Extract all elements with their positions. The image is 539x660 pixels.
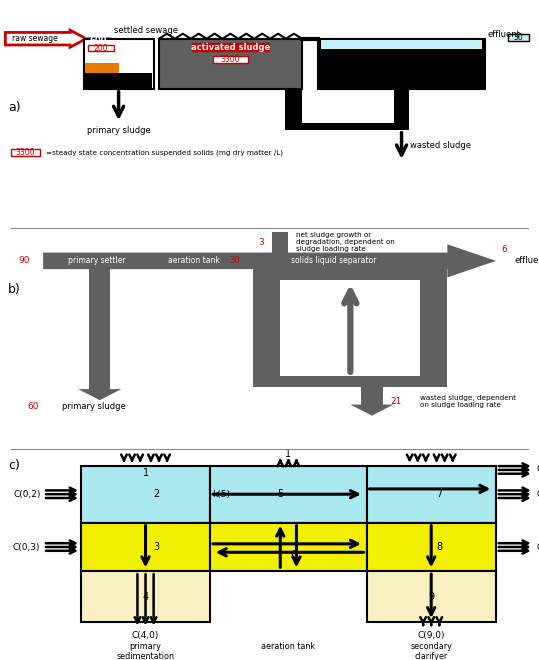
Text: 6: 6 bbox=[501, 246, 507, 254]
Bar bbox=[294, 123, 409, 130]
Text: 2: 2 bbox=[154, 489, 160, 499]
Bar bbox=[85, 38, 111, 44]
Bar bbox=[81, 572, 210, 622]
Bar bbox=[508, 34, 529, 40]
Text: C(7,0): C(7,0) bbox=[536, 490, 539, 499]
Bar bbox=[81, 523, 210, 572]
Bar bbox=[85, 73, 152, 88]
Polygon shape bbox=[350, 405, 393, 416]
Text: 200: 200 bbox=[94, 44, 108, 53]
Text: aeration tank: aeration tank bbox=[168, 256, 220, 265]
Text: secondary
clarifyer: secondary clarifyer bbox=[410, 642, 452, 660]
Text: C(0,3): C(0,3) bbox=[13, 543, 40, 552]
Text: primary settler: primary settler bbox=[68, 256, 126, 265]
Bar bbox=[81, 466, 210, 523]
Text: 90: 90 bbox=[18, 256, 30, 265]
Text: 6: 6 bbox=[291, 550, 297, 560]
Bar bbox=[213, 57, 248, 63]
Text: 3: 3 bbox=[258, 238, 264, 247]
Text: aeration tank: aeration tank bbox=[261, 642, 315, 651]
FancyArrow shape bbox=[5, 30, 86, 48]
Bar bbox=[394, 89, 409, 130]
Text: activated sludge: activated sludge bbox=[191, 43, 270, 52]
Text: primary
sedimentation: primary sedimentation bbox=[116, 642, 175, 660]
Text: wasted sludge, dependent
on sludge loading rate: wasted sludge, dependent on sludge loadi… bbox=[420, 395, 516, 408]
Bar bbox=[210, 466, 367, 523]
Text: effluent: effluent bbox=[488, 30, 521, 39]
Text: 21: 21 bbox=[391, 397, 402, 406]
Text: a): a) bbox=[8, 100, 20, 114]
Text: k(5): k(5) bbox=[212, 490, 230, 499]
Text: C(8,0): C(8,0) bbox=[536, 543, 539, 552]
Text: primary sludge: primary sludge bbox=[87, 126, 150, 135]
Text: C(1,0): C(1,0) bbox=[536, 465, 539, 475]
Polygon shape bbox=[43, 244, 496, 277]
Text: 9: 9 bbox=[428, 591, 434, 602]
Text: 3: 3 bbox=[154, 542, 160, 552]
Text: 8: 8 bbox=[437, 542, 443, 552]
Text: 30: 30 bbox=[514, 33, 523, 42]
Bar bbox=[84, 39, 154, 89]
Text: 1: 1 bbox=[142, 468, 149, 478]
Bar bbox=[192, 44, 270, 51]
Bar bbox=[367, 572, 496, 622]
Text: 3300: 3300 bbox=[220, 55, 240, 65]
Text: 3300: 3300 bbox=[16, 148, 36, 157]
Polygon shape bbox=[78, 389, 121, 400]
Bar bbox=[318, 39, 485, 89]
Text: 30: 30 bbox=[229, 256, 240, 265]
Bar bbox=[85, 63, 119, 88]
Text: 7: 7 bbox=[437, 489, 443, 499]
Text: primary sludge: primary sludge bbox=[62, 403, 126, 411]
Text: effluent: effluent bbox=[515, 256, 539, 265]
Text: 600: 600 bbox=[89, 36, 107, 45]
Bar bbox=[253, 269, 447, 387]
Bar bbox=[280, 280, 420, 376]
Bar bbox=[11, 148, 40, 156]
Bar bbox=[89, 269, 110, 390]
Bar bbox=[88, 45, 114, 51]
Text: 5: 5 bbox=[277, 489, 283, 499]
Bar bbox=[285, 89, 302, 130]
Bar bbox=[367, 466, 496, 523]
Text: wasted sludge: wasted sludge bbox=[410, 141, 471, 150]
Text: raw sewage: raw sewage bbox=[12, 34, 58, 43]
Text: solids liquid separator: solids liquid separator bbox=[292, 256, 377, 265]
Text: net sludge growth or
degradation, dependent on
sludge loading rate: net sludge growth or degradation, depend… bbox=[296, 232, 395, 252]
Text: 1: 1 bbox=[285, 449, 292, 459]
Text: C(0,2): C(0,2) bbox=[13, 490, 40, 499]
Text: settled sewage: settled sewage bbox=[114, 26, 177, 35]
Bar bbox=[159, 39, 302, 89]
Text: 60: 60 bbox=[27, 403, 38, 411]
Bar bbox=[210, 523, 367, 572]
Text: C(4,0): C(4,0) bbox=[132, 632, 159, 640]
Text: c): c) bbox=[8, 459, 20, 473]
Text: =steady state concentration suspended solids (mg dry matter /L): =steady state concentration suspended so… bbox=[46, 149, 283, 156]
Bar bbox=[321, 40, 482, 49]
Text: 4: 4 bbox=[142, 591, 149, 602]
Bar bbox=[367, 523, 496, 572]
Bar bbox=[361, 387, 383, 406]
Bar bbox=[272, 232, 288, 253]
Text: b): b) bbox=[8, 283, 21, 296]
Text: C(9,0): C(9,0) bbox=[417, 632, 445, 640]
